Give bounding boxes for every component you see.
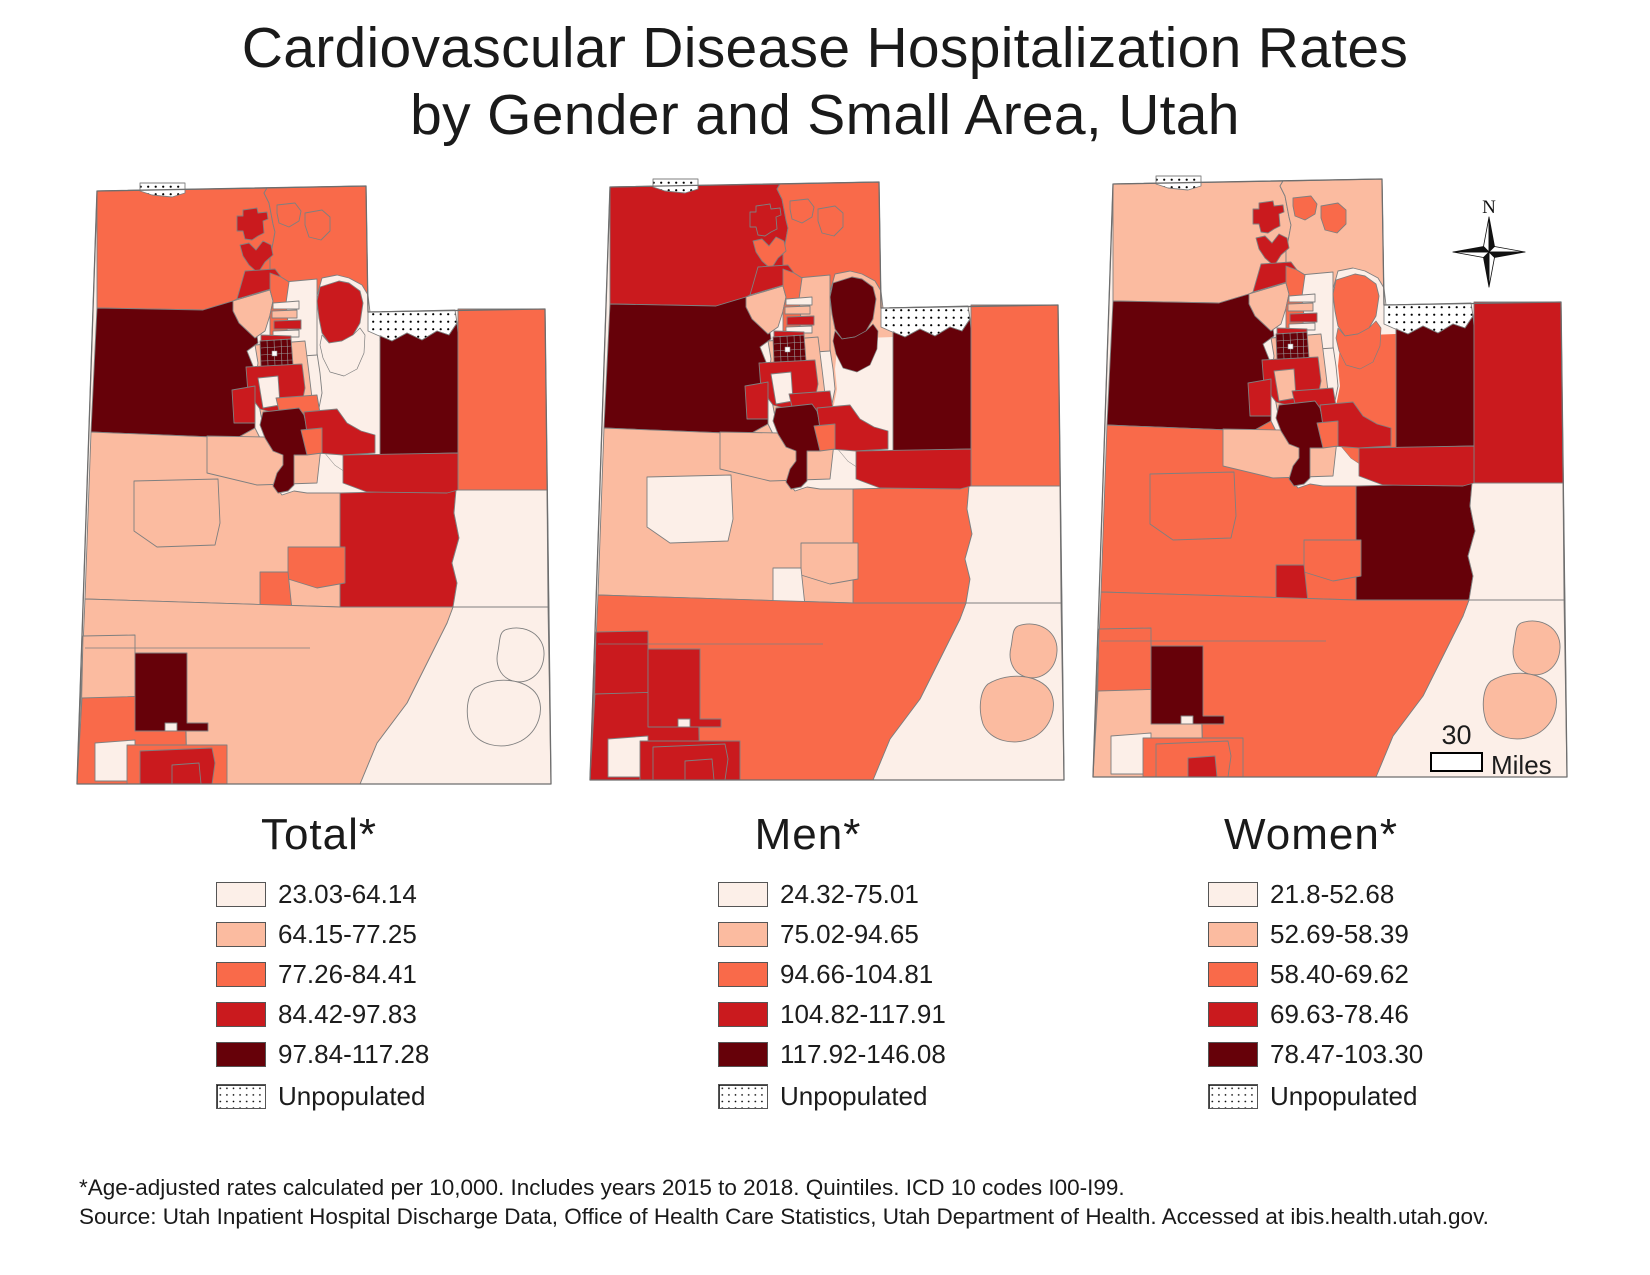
svg-text:N: N bbox=[1482, 197, 1496, 218]
